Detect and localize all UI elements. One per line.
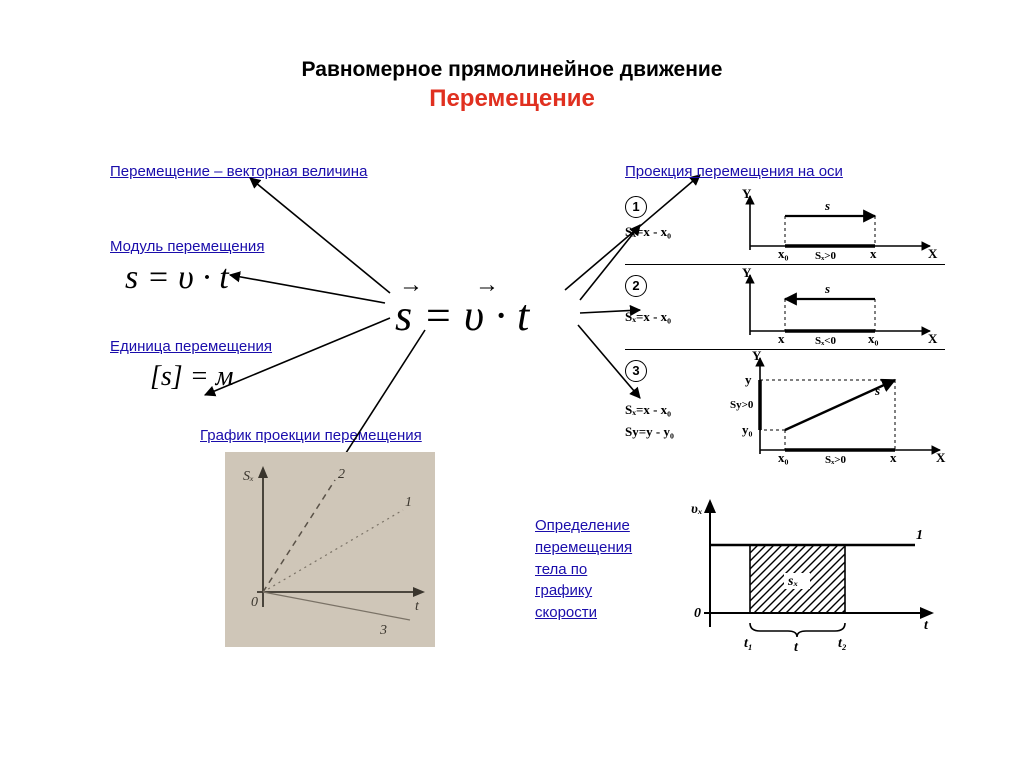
proj-eq-3b: Sy=y - y₀ bbox=[625, 424, 674, 440]
svg-text:t₂: t₂ bbox=[838, 636, 847, 651]
svg-text:Sₓ<0: Sₓ<0 bbox=[815, 335, 837, 347]
proj-eq-1: Sₓ=x - x₀ bbox=[625, 224, 671, 240]
projection-diagrams: 1 Sₓ=x - x₀ s⃗ Y X x₀ x Sₓ>0 2 Sₓ=x - x₀ bbox=[625, 188, 945, 470]
label-vel-graph: Определение перемещения тела по графику … bbox=[535, 515, 632, 624]
svg-text:3: 3 bbox=[379, 623, 387, 638]
label-unit: Единица перемещения bbox=[110, 338, 272, 355]
svg-text:Y: Y bbox=[742, 188, 752, 201]
svg-text:s⃗: s⃗ bbox=[824, 281, 840, 296]
svg-text:x: x bbox=[870, 246, 877, 261]
svg-text:Sₓ>0: Sₓ>0 bbox=[815, 250, 837, 262]
formula-modulus: s = υ · t bbox=[125, 259, 229, 297]
proj-num-2: 2 bbox=[625, 275, 647, 297]
label-modulus: Модуль перемещения bbox=[110, 238, 264, 255]
svg-text:2: 2 bbox=[338, 467, 345, 482]
projection-graph: Sₓ t 0 1 2 3 bbox=[225, 452, 435, 647]
svg-text:X: X bbox=[928, 331, 938, 346]
svg-text:x₀: x₀ bbox=[868, 331, 879, 346]
proj-num-3: 3 bbox=[625, 360, 647, 382]
svg-text:y: y bbox=[745, 372, 752, 387]
proj-eq-3a: Sₓ=x - x₀ bbox=[625, 402, 671, 418]
proj-num-1: 1 bbox=[625, 196, 647, 218]
svg-text:x₀: x₀ bbox=[778, 246, 789, 261]
formula-unit: [s] = м bbox=[150, 361, 233, 393]
svg-text:x₀: x₀ bbox=[778, 450, 789, 465]
label-proj-graph: График проекции перемещения bbox=[200, 427, 422, 444]
proj-diagram-1: s⃗ Y X x₀ x Sₓ>0 bbox=[730, 188, 940, 264]
svg-text:t₁: t₁ bbox=[744, 636, 753, 651]
svg-text:Y: Y bbox=[752, 350, 762, 363]
svg-text:s⃗: s⃗ bbox=[824, 198, 840, 213]
main-formula: → → s = υ · t bbox=[395, 290, 529, 341]
proj-diagram-2: s⃗ Y X x x₀ Sₓ<0 bbox=[730, 265, 940, 349]
title-line2: Перемещение bbox=[0, 85, 1024, 113]
svg-text:Sy>0: Sy>0 bbox=[730, 399, 754, 411]
svg-text:0: 0 bbox=[251, 595, 258, 610]
proj-diagram-3: s⃗ Y X y y₀ x₀ x Sₓ>0 Sy>0 bbox=[730, 350, 950, 470]
svg-text:X: X bbox=[928, 246, 938, 261]
label-vector: Перемещение – векторная величина bbox=[110, 163, 367, 180]
svg-text:υₓ: υₓ bbox=[691, 502, 703, 517]
svg-text:t: t bbox=[794, 640, 799, 655]
svg-text:1: 1 bbox=[405, 495, 412, 510]
svg-text:s⃗: s⃗ bbox=[874, 383, 890, 398]
svg-text:y₀: y₀ bbox=[742, 422, 753, 437]
svg-text:sₓ: sₓ bbox=[787, 574, 798, 589]
title-line1: Равномерное прямолинейное движение bbox=[0, 58, 1024, 82]
svg-text:x: x bbox=[890, 450, 897, 465]
svg-text:Sₓ: Sₓ bbox=[243, 469, 254, 484]
velocity-graph: υₓ t 0 t₁ t t₂ 1 sₓ bbox=[680, 495, 940, 660]
svg-text:1: 1 bbox=[916, 528, 923, 543]
svg-text:x: x bbox=[778, 331, 785, 346]
svg-text:Sₓ>0: Sₓ>0 bbox=[825, 454, 847, 466]
label-proj-axis: Проекция перемещения на оси bbox=[625, 163, 843, 180]
proj-eq-2: Sₓ=x - x₀ bbox=[625, 309, 671, 325]
svg-text:Y: Y bbox=[742, 265, 752, 280]
svg-text:t: t bbox=[924, 618, 929, 633]
svg-text:0: 0 bbox=[694, 606, 701, 621]
svg-text:X: X bbox=[936, 450, 946, 465]
